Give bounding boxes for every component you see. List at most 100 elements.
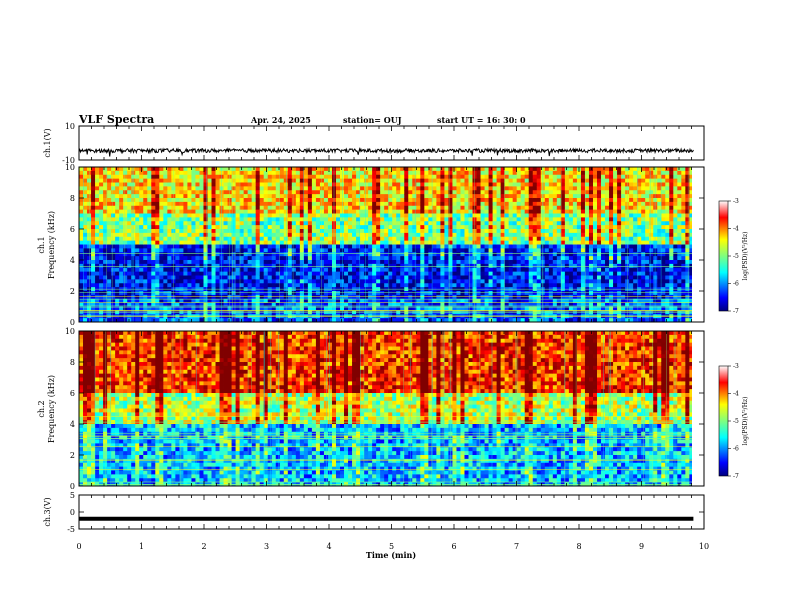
spectrogram-cell: [500, 170, 506, 176]
spectrogram-cell: [520, 229, 526, 234]
spectrogram-cell: [408, 240, 413, 245]
spectrogram-cell: [528, 232, 534, 238]
spectrogram-cell: [107, 291, 112, 296]
spectrogram-cell: [271, 252, 277, 257]
spectrogram-cell: [231, 260, 237, 265]
spectrogram-cell: [123, 182, 128, 187]
spectrogram-cell: [384, 205, 389, 211]
spectrogram-cell: [508, 248, 514, 253]
spectrogram-cell: [492, 291, 498, 296]
spectrogram-cell: [123, 213, 128, 218]
spectrogram-cell: [251, 252, 257, 257]
spectrogram-cell: [408, 244, 413, 249]
spectrogram-cell: [516, 217, 522, 222]
spectrogram-cell: [195, 174, 200, 180]
spectrogram-cell: [508, 209, 514, 214]
spectrogram-cell: [528, 291, 534, 296]
spectrogram-cell: [291, 229, 297, 234]
spectrogram-cell: [500, 267, 506, 273]
spectrogram-cell: [219, 256, 224, 261]
spectrogram-cell: [223, 302, 228, 307]
spectrogram-cell: [219, 198, 224, 203]
spectrogram-cell: [111, 279, 116, 284]
spectrogram-cell: [496, 306, 502, 311]
spectrogram-cell: [79, 194, 84, 199]
spectrogram-cell: [107, 174, 112, 180]
spectrogram-cell: [191, 221, 196, 226]
spectrogram-cell: [508, 267, 514, 273]
spectrogram-cell: [396, 201, 401, 207]
spectrogram-cell: [524, 283, 530, 288]
spectrogram-cell: [560, 167, 566, 172]
spectrogram-cell: [151, 248, 156, 253]
spectrogram-cell: [468, 298, 473, 304]
spectrogram-cell: [195, 221, 200, 226]
spectrogram-cell: [299, 221, 305, 226]
spectrogram-cell: [187, 306, 192, 311]
spectrogram-cell: [295, 294, 301, 300]
spectrogram-cell: [259, 225, 265, 230]
spectrogram-cell: [179, 294, 184, 300]
spectrogram-cell: [107, 221, 112, 226]
spectrogram-cell: [520, 302, 526, 307]
spectrogram-cell: [335, 279, 341, 284]
spectrogram-cell: [548, 201, 554, 207]
spectrogram-cell: [299, 294, 305, 300]
spectrogram-cell: [175, 298, 180, 304]
spectrogram-cell: [247, 225, 253, 230]
spectrogram-cell: [247, 232, 253, 238]
spectrogram-cell: [396, 256, 401, 261]
spectrogram-cell: [400, 294, 405, 300]
spectrogram-cell: [159, 167, 164, 172]
spectrogram-cell: [480, 306, 485, 311]
spectrogram-cell: [544, 190, 550, 195]
spectrogram-cell: [219, 294, 224, 300]
spectrogram-cell: [556, 201, 562, 207]
spectrogram-cell: [492, 306, 498, 311]
spectrogram-cell: [299, 167, 305, 172]
spectrogram-cell: [532, 271, 538, 276]
spectrogram-cell: [255, 217, 261, 222]
spectrogram-cell: [572, 318, 578, 322]
spectrogram-cell: [99, 236, 104, 242]
spectrogram-cell: [548, 167, 554, 172]
spectrogram-cell: [452, 279, 457, 284]
spectrogram-cell: [380, 283, 385, 288]
spectrogram-cell: [315, 291, 321, 296]
spectrogram-cell: [448, 209, 453, 214]
spectrogram-cell: [327, 209, 333, 214]
spectrogram-cell: [147, 283, 152, 288]
spectrogram-cell: [311, 279, 317, 284]
spectrogram-cell: [560, 291, 566, 296]
spectrogram-cell: [380, 236, 385, 242]
spectrogram-cell: [259, 232, 265, 238]
spectrogram-cell: [568, 302, 574, 307]
spectrogram-cell: [528, 174, 534, 180]
spectrogram-cell: [95, 236, 100, 242]
spectrogram-cell: [384, 302, 389, 307]
spectrogram-cell: [91, 298, 96, 304]
spectrogram-cell: [259, 318, 265, 322]
spectrogram-cell: [564, 190, 570, 195]
spectrogram-cell: [195, 198, 200, 203]
spectrogram-cell: [492, 318, 498, 322]
spectrogram-cell: [508, 294, 514, 300]
spectrogram-cell: [291, 205, 297, 211]
spectrogram-cell: [267, 260, 273, 265]
spectrogram-cell: [376, 182, 381, 187]
spectrogram-cell: [235, 213, 241, 218]
spectrogram-cell: [155, 232, 160, 238]
spectrogram-cell: [576, 271, 582, 276]
spectrogram-cell: [492, 298, 498, 304]
spectrogram-cell: [352, 271, 357, 276]
spectrogram-cell: [111, 260, 116, 265]
spectrogram-cell: [255, 213, 261, 218]
spectrogram-cell: [163, 298, 168, 304]
spectrogram-cell: [456, 279, 461, 284]
spectrogram-cell: [123, 190, 128, 195]
spectrogram-cell: [91, 240, 96, 245]
spectrogram-cell: [528, 318, 534, 322]
spectrogram-cell: [468, 198, 473, 203]
spectrogram-cell: [376, 318, 381, 322]
spectrogram-cell: [372, 174, 377, 180]
